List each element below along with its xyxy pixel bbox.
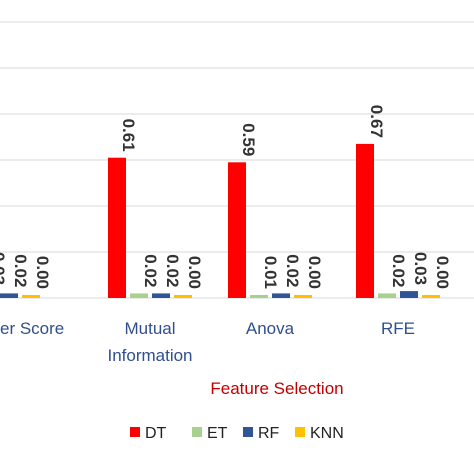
bar-knn-1: [174, 295, 192, 298]
bar-et-3: [378, 293, 396, 298]
data-label-dt-1: 0.61: [119, 119, 138, 152]
legend-swatch-knn: [295, 427, 305, 437]
legend-label-rf: RF: [258, 425, 280, 442]
bar-knn-0: [22, 295, 40, 298]
bar-rf-3: [400, 291, 418, 298]
legend-swatch-dt: [130, 427, 140, 437]
bar-rf-2: [272, 293, 290, 298]
legend-label-dt: DT: [145, 425, 167, 442]
data-label-knn-2: 0.00: [305, 256, 324, 289]
bar-dt-1: [108, 157, 126, 298]
data-label-dt-3: 0.67: [367, 105, 386, 138]
data-label-et-1: 0.02: [141, 254, 160, 287]
bar-knn-3: [422, 295, 440, 298]
data-label-et-3: 0.02: [389, 254, 408, 287]
legend-swatch-rf: [243, 427, 253, 437]
data-label-rf-2: 0.02: [283, 254, 302, 287]
category-axis-labels: er Score Mutual Information Anova RFE: [0, 319, 415, 365]
bar-et-2: [250, 295, 268, 298]
category-label-3: RFE: [381, 319, 415, 338]
data-label-et-2: 0.01: [261, 256, 280, 289]
legend: DT ET RF KNN: [130, 425, 344, 442]
data-label-knn-3: 0.00: [433, 256, 452, 289]
data-labels: 0.030.030.020.000.610.020.020.000.590.01…: [0, 105, 452, 289]
category-label-2: Anova: [246, 319, 295, 338]
data-label-dt-2: 0.59: [239, 123, 258, 156]
legend-label-et: ET: [207, 425, 228, 442]
category-label-1: Mutual: [124, 319, 175, 338]
bar-dt-3: [356, 143, 374, 298]
category-label-1: Information: [107, 346, 192, 365]
data-label-rf-3: 0.03: [411, 252, 430, 285]
bar-rf-1: [152, 293, 170, 298]
data-label-rf-1: 0.02: [163, 254, 182, 287]
legend-swatch-et: [192, 427, 202, 437]
category-label-0: er Score: [0, 319, 64, 338]
data-label-knn-0: 0.00: [33, 256, 52, 289]
x-axis-title: Feature Selection: [210, 379, 343, 398]
legend-label-knn: KNN: [310, 425, 344, 442]
bar-dt-2: [228, 162, 246, 298]
data-label-knn-1: 0.00: [185, 256, 204, 289]
bar-rf-0: [0, 293, 18, 298]
data-label-et-0: 0.03: [0, 252, 8, 285]
data-label-rf-0: 0.02: [11, 254, 30, 287]
bar-et-1: [130, 293, 148, 298]
bars: [0, 143, 440, 298]
bar-knn-2: [294, 295, 312, 298]
